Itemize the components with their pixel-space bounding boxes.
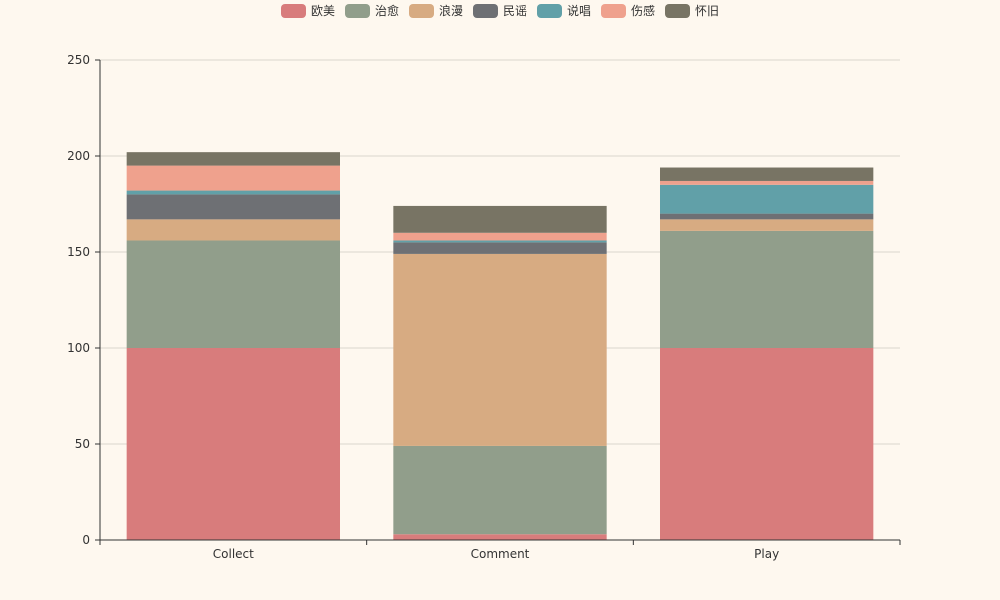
legend-item[interactable]: 欧美	[281, 4, 335, 18]
bar-segment[interactable]	[126, 165, 341, 191]
legend-swatch	[281, 4, 306, 18]
bar-segment[interactable]	[393, 253, 607, 446]
legend-item[interactable]: 民谣	[473, 4, 527, 18]
bar-segment[interactable]	[393, 205, 607, 233]
x-tick-label: Comment	[471, 547, 530, 561]
legend-swatch	[473, 4, 498, 18]
bar-segment[interactable]	[660, 348, 874, 540]
legend-label: 伤感	[631, 3, 655, 18]
y-tick-label: 0	[82, 533, 90, 547]
y-tick-label: 250	[67, 53, 90, 67]
bar-segment[interactable]	[660, 219, 874, 231]
axes: 0 50 100 150 200 250 Collect Comment Play	[67, 53, 901, 561]
legend-swatch	[665, 4, 690, 18]
y-tick-label: 200	[67, 149, 90, 163]
bar-segment[interactable]	[393, 242, 607, 254]
legend-label: 欧美	[311, 4, 335, 18]
y-tick-label: 150	[67, 245, 90, 259]
y-tick-label: 100	[67, 341, 90, 355]
legend-item[interactable]: 治愈	[345, 3, 399, 18]
bar-segment[interactable]	[660, 180, 874, 185]
bar-segment[interactable]	[126, 240, 341, 348]
bar-segment[interactable]	[393, 240, 607, 243]
legend: 欧美 治愈 浪漫 民谣 说唱 伤感 怀旧	[281, 3, 719, 18]
bar-segment[interactable]	[393, 232, 607, 241]
bar-segment[interactable]	[126, 194, 341, 220]
legend-label: 民谣	[503, 4, 527, 18]
legend-swatch	[537, 4, 562, 18]
legend-item[interactable]: 伤感	[601, 3, 655, 18]
legend-label: 说唱	[567, 3, 591, 18]
bar-segment[interactable]	[660, 184, 874, 214]
bar-segment[interactable]	[126, 190, 341, 195]
bar-segment[interactable]	[660, 167, 874, 181]
bars	[126, 152, 874, 540]
bar-segment[interactable]	[393, 534, 607, 540]
bar-segment[interactable]	[660, 230, 874, 348]
x-tick-label: Collect	[213, 547, 254, 561]
bar-segment[interactable]	[660, 213, 874, 220]
legend-item[interactable]: 怀旧	[665, 4, 719, 18]
legend-label: 治愈	[375, 3, 399, 18]
legend-swatch	[345, 4, 370, 18]
bar-segment[interactable]	[126, 152, 341, 166]
bar-segment[interactable]	[126, 348, 341, 540]
legend-swatch	[409, 4, 434, 18]
y-tick-label: 50	[75, 437, 90, 451]
legend-swatch	[601, 4, 626, 18]
legend-label: 怀旧	[695, 4, 719, 18]
bar-segment[interactable]	[126, 219, 341, 241]
legend-label: 浪漫	[439, 3, 463, 18]
legend-item[interactable]: 说唱	[537, 3, 591, 18]
legend-item[interactable]: 浪漫	[409, 3, 463, 18]
x-tick-label: Play	[754, 547, 779, 561]
bar-segment[interactable]	[393, 445, 607, 535]
